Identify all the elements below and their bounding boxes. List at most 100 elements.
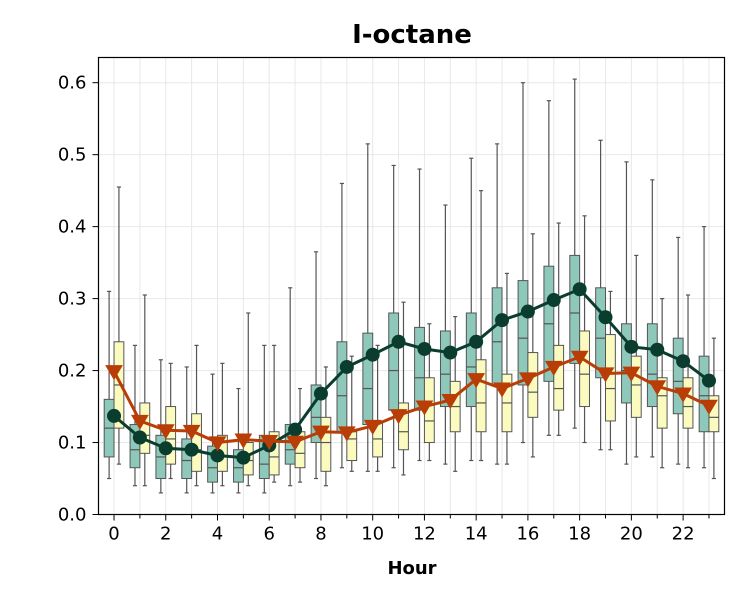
box <box>517 280 529 386</box>
box-plot <box>630 254 642 458</box>
mean-point <box>650 342 665 357</box>
mean-point <box>417 341 432 356</box>
mean-point <box>700 399 718 415</box>
box-plot <box>258 344 270 494</box>
x-tick-label: 18 <box>568 524 591 545</box>
mean-point <box>622 366 641 382</box>
box-plot <box>501 272 513 465</box>
box-plot <box>465 157 477 462</box>
mean-point <box>363 419 382 435</box>
x-axis-label: Hour <box>387 558 436 579</box>
box <box>595 287 607 379</box>
mean-point <box>337 426 356 442</box>
y-tick-label: 0.3 <box>58 289 87 310</box>
mean-point <box>286 435 304 451</box>
x-tick-label: 14 <box>465 524 488 545</box>
y-tick-label: 0.6 <box>58 73 87 94</box>
mean-point <box>339 359 354 374</box>
x-tick-label: 4 <box>212 524 223 545</box>
box <box>475 359 487 433</box>
y-tick-label: 0.5 <box>58 145 87 166</box>
y-tick-label: 0.4 <box>58 217 87 238</box>
box-plot <box>191 344 202 487</box>
box-plot <box>579 215 590 444</box>
box <box>191 413 202 472</box>
box-plot <box>398 301 409 476</box>
box-plot <box>284 287 296 487</box>
box <box>672 337 684 415</box>
mean-point <box>365 347 380 362</box>
mean-point <box>158 441 173 456</box>
mean-point <box>596 367 615 383</box>
x-tick-label: 0 <box>108 524 119 545</box>
mean-point <box>313 386 328 401</box>
mean-point <box>184 442 199 457</box>
box-plot <box>439 204 451 465</box>
mean-point <box>156 424 175 440</box>
box-plot <box>139 294 151 487</box>
mean-point <box>132 430 147 445</box>
mean-point <box>520 304 535 319</box>
box-plot <box>491 143 503 465</box>
mean-point <box>208 436 227 452</box>
box-plot <box>165 362 177 480</box>
box-plot <box>527 233 539 458</box>
mean-point <box>236 450 251 465</box>
mean-line <box>112 355 710 445</box>
x-tick-label: 16 <box>516 524 539 545</box>
mean-point <box>701 373 716 388</box>
box <box>553 344 565 411</box>
y-tick-label: 0.1 <box>58 433 87 454</box>
mean-point <box>546 293 561 308</box>
box <box>569 254 581 364</box>
x-tick-label: 22 <box>672 524 695 545</box>
box-plot <box>646 179 658 458</box>
mean-point <box>182 424 201 441</box>
box <box>398 402 409 451</box>
box <box>268 431 280 476</box>
mean-point <box>107 408 122 423</box>
mean-point <box>467 373 486 389</box>
mean-point <box>443 345 458 360</box>
mean-point <box>648 380 667 396</box>
mean-point <box>105 365 123 381</box>
box-plot <box>207 373 218 494</box>
x-tick-label: 10 <box>361 524 384 545</box>
box <box>310 384 322 444</box>
box <box>439 330 451 408</box>
mean-point <box>234 433 253 449</box>
mean-point <box>389 409 408 425</box>
x-tick-label: 8 <box>315 524 326 545</box>
box <box>656 377 668 429</box>
box-plot <box>372 344 384 472</box>
mean-point <box>312 425 330 441</box>
mean-point <box>624 339 639 354</box>
axes-frame <box>97 56 726 516</box>
box <box>491 287 503 386</box>
box-plot <box>698 226 710 469</box>
box-plot <box>103 290 115 480</box>
mean-point <box>495 313 510 328</box>
box-plot <box>672 236 684 465</box>
chart-title: I-octane <box>352 20 472 50</box>
box <box>388 312 400 411</box>
mean-point <box>288 422 303 437</box>
mean-point <box>598 310 613 325</box>
box-plot <box>475 190 487 462</box>
box <box>465 312 477 408</box>
x-tick-label: 20 <box>620 524 643 545</box>
box-plot <box>595 139 607 451</box>
box-plot <box>414 168 425 462</box>
box-plot <box>388 164 400 469</box>
box <box>698 355 710 433</box>
mean-point <box>260 434 279 451</box>
box <box>336 341 348 433</box>
mean-point <box>415 400 434 416</box>
mean-point <box>572 282 587 297</box>
box-plot <box>553 222 565 436</box>
y-tick-label: 0.0 <box>58 505 87 526</box>
mean-point <box>544 360 563 376</box>
box-plot <box>569 78 581 429</box>
box-plot <box>543 100 555 436</box>
